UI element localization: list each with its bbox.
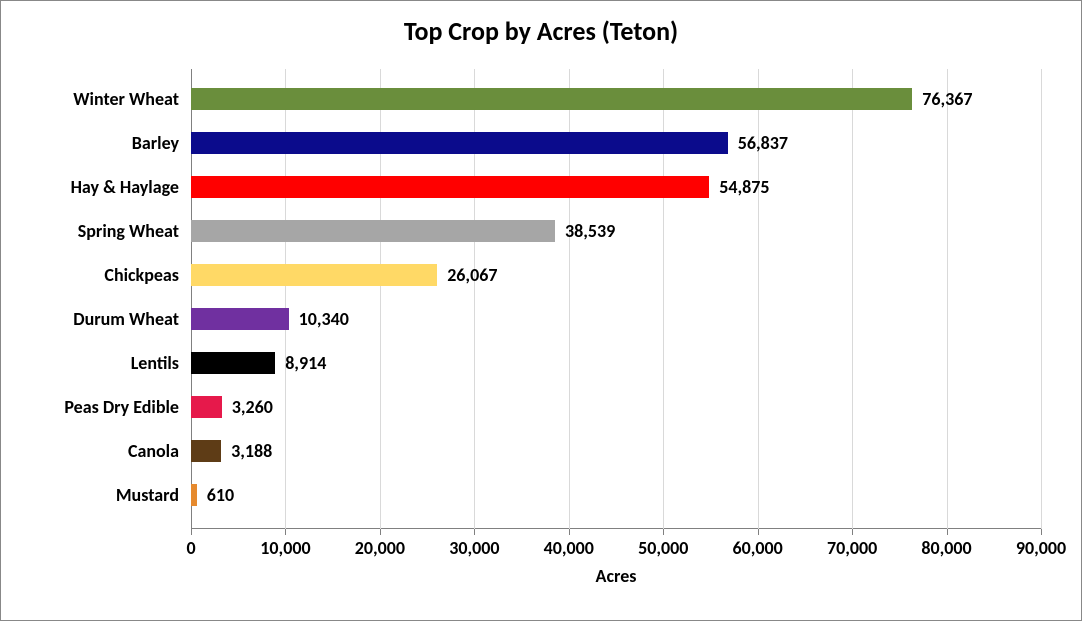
bar	[191, 176, 709, 198]
x-tick-label: 70,000	[827, 537, 877, 559]
chart-container: Top Crop by Acres (Teton) Acres 010,0002…	[0, 0, 1082, 621]
category-label: Barley	[0, 121, 179, 165]
bar-value-label: 26,067	[447, 264, 497, 286]
category-label: Peas Dry Edible	[0, 385, 179, 429]
category-label: Spring Wheat	[0, 209, 179, 253]
x-tick-mark	[569, 529, 570, 535]
x-tick-label: 0	[186, 537, 195, 559]
x-tick-label: 40,000	[544, 537, 594, 559]
bar	[191, 352, 275, 374]
bar	[191, 440, 221, 462]
x-tick-mark	[285, 529, 286, 535]
category-label: Canola	[0, 429, 179, 473]
x-tick-mark	[474, 529, 475, 535]
x-tick-mark	[380, 529, 381, 535]
bar-row: 56,837	[191, 132, 1041, 154]
x-tick-label: 80,000	[921, 537, 971, 559]
x-tick-label: 30,000	[449, 537, 499, 559]
x-tick-mark	[1041, 529, 1042, 535]
plot-area: Acres 010,00020,00030,00040,00050,00060,…	[191, 69, 1041, 529]
bar	[191, 308, 289, 330]
category-label: Mustard	[0, 473, 179, 517]
bar-row: 38,539	[191, 220, 1041, 242]
bar-value-label: 76,367	[922, 88, 972, 110]
bar-value-label: 3,188	[231, 440, 272, 462]
bar-value-label: 54,875	[719, 176, 769, 198]
chart-title: Top Crop by Acres (Teton)	[1, 1, 1081, 57]
bar	[191, 264, 437, 286]
bar-value-label: 56,837	[738, 132, 788, 154]
x-tick-mark	[947, 529, 948, 535]
bar-row: 54,875	[191, 176, 1041, 198]
bar-value-label: 38,539	[565, 220, 615, 242]
category-label: Chickpeas	[0, 253, 179, 297]
bar-value-label: 8,914	[285, 352, 326, 374]
bar	[191, 484, 197, 506]
bar	[191, 132, 728, 154]
x-tick-mark	[852, 529, 853, 535]
bar-row: 610	[191, 484, 1041, 506]
x-tick-mark	[758, 529, 759, 535]
bar-row: 76,367	[191, 88, 1041, 110]
bar-row: 3,260	[191, 396, 1041, 418]
category-label: Winter Wheat	[0, 77, 179, 121]
bar-value-label: 610	[207, 484, 234, 506]
category-label: Lentils	[0, 341, 179, 385]
bar-row: 3,188	[191, 440, 1041, 462]
x-tick-label: 50,000	[638, 537, 688, 559]
x-tick-label: 20,000	[355, 537, 405, 559]
category-label: Hay & Haylage	[0, 165, 179, 209]
category-label: Durum Wheat	[0, 297, 179, 341]
bar	[191, 220, 555, 242]
x-axis-line	[191, 528, 1041, 529]
x-tick-label: 10,000	[260, 537, 310, 559]
bar	[191, 396, 222, 418]
x-axis-title: Acres	[596, 565, 637, 587]
x-tick-mark	[663, 529, 664, 535]
x-tick-label: 60,000	[733, 537, 783, 559]
bar-value-label: 3,260	[232, 396, 273, 418]
bar-row: 8,914	[191, 352, 1041, 374]
x-tick-label: 90,000	[1016, 537, 1066, 559]
gridline	[1041, 69, 1042, 529]
bar	[191, 88, 912, 110]
bar-row: 26,067	[191, 264, 1041, 286]
x-tick-mark	[191, 529, 192, 535]
bar-row: 10,340	[191, 308, 1041, 330]
bar-value-label: 10,340	[299, 308, 349, 330]
